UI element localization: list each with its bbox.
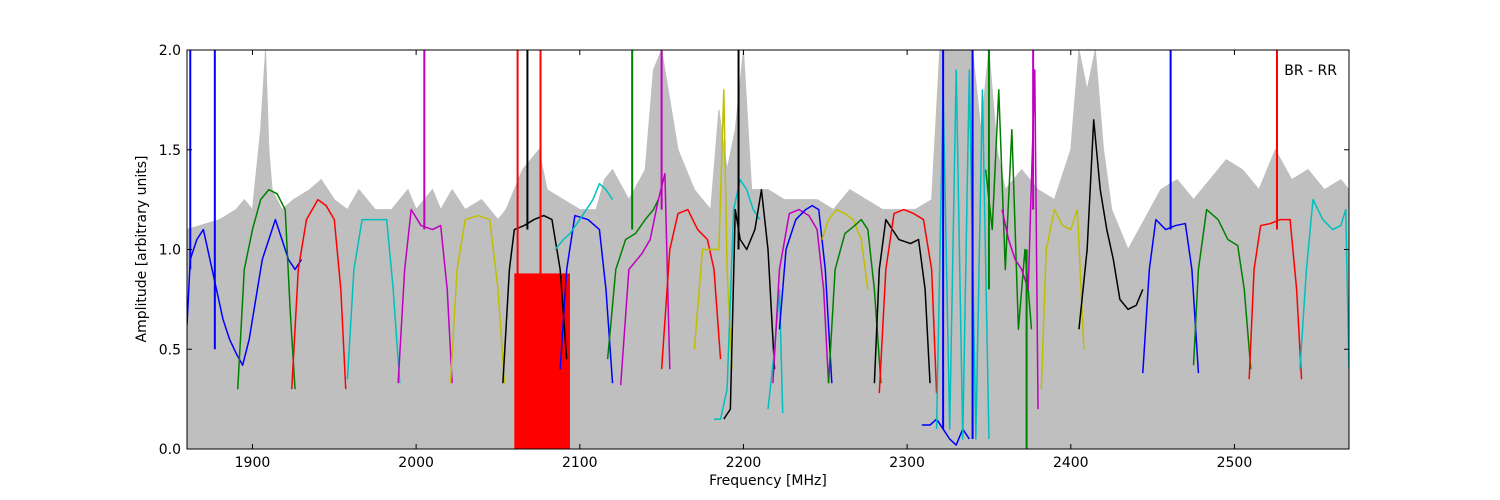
x-tick-label: 2100 bbox=[562, 455, 598, 471]
series-line-14 bbox=[723, 188, 776, 420]
series-line-18 bbox=[821, 208, 869, 290]
series-line-3 bbox=[346, 218, 401, 384]
x-tick-label: 2200 bbox=[726, 455, 762, 471]
series-line-2 bbox=[290, 198, 347, 390]
y-tick-label: 1.5 bbox=[159, 143, 181, 159]
series-line-16 bbox=[772, 208, 830, 384]
series-line-23 bbox=[935, 69, 990, 440]
x-tick-label: 2500 bbox=[1217, 455, 1253, 471]
series-line-8 bbox=[554, 182, 614, 250]
series-line-27 bbox=[1078, 119, 1144, 330]
series-line-21 bbox=[878, 208, 938, 394]
series-line-24 bbox=[984, 89, 1033, 331]
series-line-10 bbox=[619, 172, 671, 386]
x-tick-label: 1900 bbox=[235, 455, 271, 471]
series-line-29 bbox=[1192, 208, 1252, 370]
series-line-12 bbox=[693, 89, 733, 370]
y-tick-label: 0.0 bbox=[159, 442, 181, 458]
series-line-17 bbox=[778, 204, 833, 384]
series-line-7 bbox=[559, 214, 614, 384]
x-tick-label: 2000 bbox=[398, 455, 434, 471]
y-tick-label: 2.0 bbox=[159, 43, 181, 59]
series-line-9 bbox=[606, 199, 660, 360]
series-line-4 bbox=[397, 208, 453, 384]
series-line-11 bbox=[660, 208, 722, 370]
chart-annotation: BR - RR bbox=[1284, 63, 1337, 79]
series-line-30 bbox=[1248, 218, 1303, 380]
series-line-0 bbox=[187, 218, 303, 366]
series-line-13 bbox=[713, 178, 761, 420]
series-line-22 bbox=[921, 418, 970, 446]
y-tick-label: 1.0 bbox=[159, 243, 181, 259]
x-axis: 1900 2000 2100 2200 2300 2400 2500 bbox=[235, 50, 1253, 471]
plot-area bbox=[187, 50, 1349, 449]
x-axis-label: Frequency [MHz] bbox=[709, 473, 827, 489]
series-line-20 bbox=[873, 218, 931, 384]
series-line-19 bbox=[827, 218, 882, 384]
y-axis: 0.0 0.5 1.0 1.5 2.0 bbox=[159, 43, 1349, 458]
series-line-5 bbox=[449, 214, 506, 384]
x-tick-label: 2300 bbox=[889, 455, 925, 471]
series-line-25 bbox=[1001, 69, 1039, 410]
series-line-6 bbox=[502, 214, 568, 384]
y-axis-label: Amplitude [arbitrary units] bbox=[134, 156, 150, 343]
series-line-26 bbox=[1040, 208, 1085, 390]
y-tick-label: 0.5 bbox=[159, 342, 181, 358]
series-line-1 bbox=[236, 188, 296, 390]
series-line-31 bbox=[1299, 198, 1349, 370]
x-tick-label: 2400 bbox=[1053, 455, 1089, 471]
